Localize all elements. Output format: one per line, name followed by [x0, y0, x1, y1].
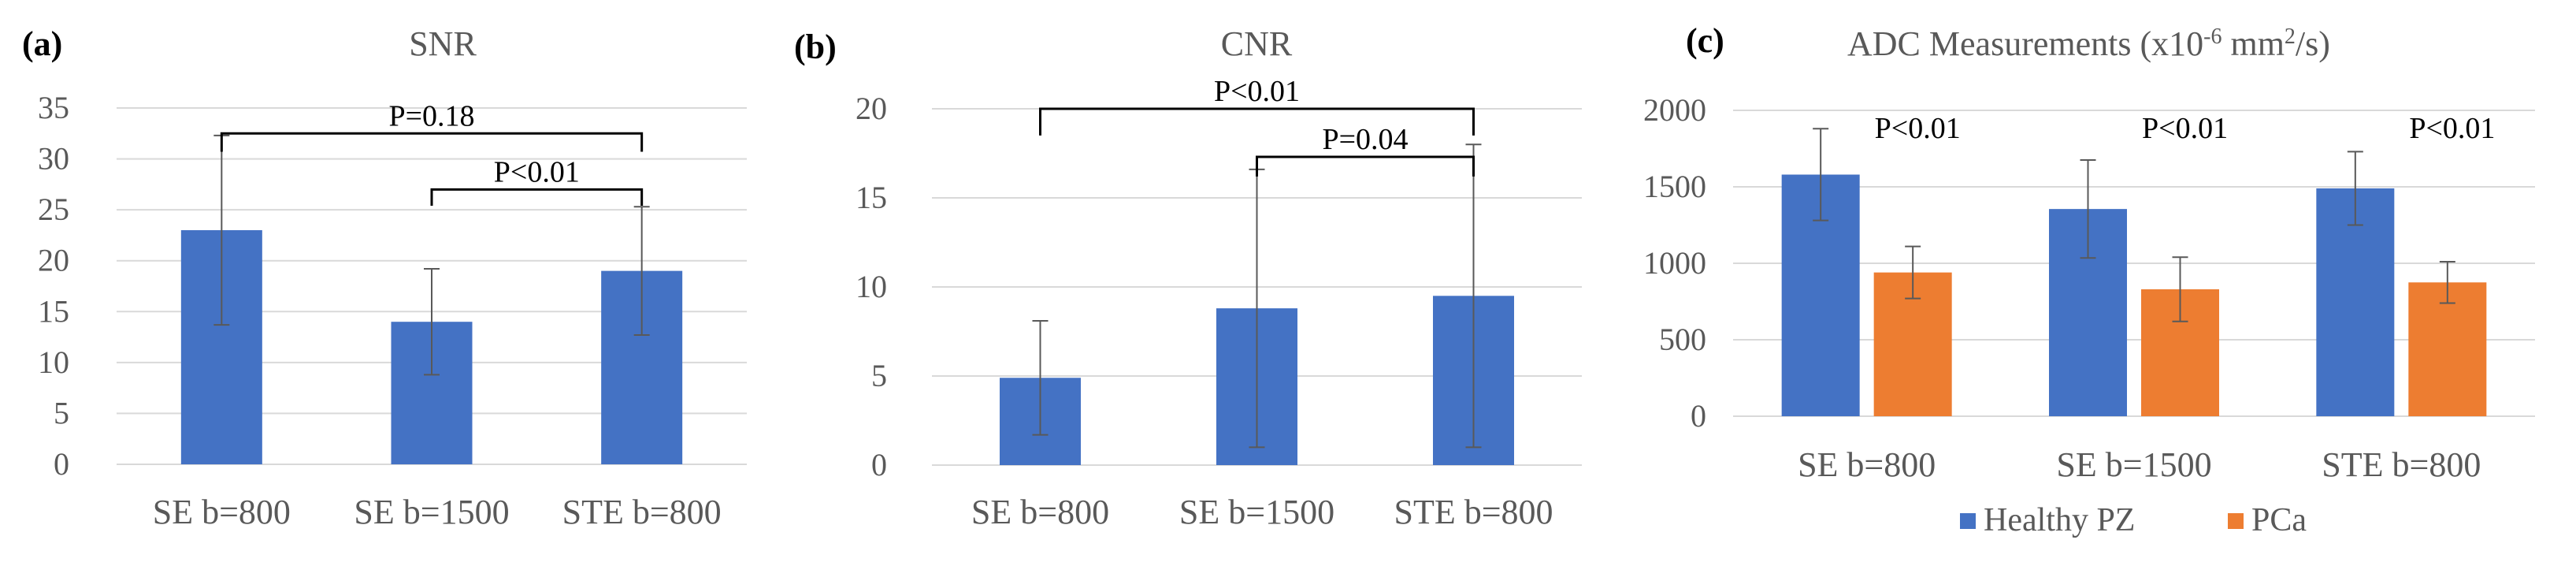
title-superscript: -6 [2203, 24, 2222, 49]
bar [2316, 188, 2395, 416]
significance-bracket [220, 132, 644, 152]
panel-label: (a) [22, 24, 62, 63]
panel-label: (b) [794, 28, 837, 66]
plot-area: 0 500 1000 1500 2000 SE b=800 SE b=1500 STE b=8… [1643, 92, 2535, 484]
p-value-label: P<0.01 [494, 155, 580, 188]
p-value-label: P<0.01 [1214, 75, 1300, 108]
panel-label: (c) [1686, 21, 1724, 60]
y-tick-label: 5 [871, 358, 887, 393]
y-tick-label: 15 [856, 180, 887, 215]
panel-snr: (a) SNR 0 5 10 15 20 25 30 35 SE b=800 SE b=1500 S… [22, 24, 747, 531]
legend-swatch [2228, 513, 2244, 529]
y-tick-label: 25 [38, 192, 69, 227]
x-tick-label: SE b=800 [971, 493, 1109, 531]
y-tick-label: 5 [54, 395, 69, 430]
chart-title: CNR [1221, 24, 1293, 63]
y-tick-label: 15 [38, 293, 69, 329]
y-tick-label: 20 [856, 91, 887, 126]
bar [2408, 282, 2487, 416]
y-tick-label: 0 [1691, 398, 1706, 434]
significance-bracket [1256, 155, 1475, 177]
title-main: ADC Measurements (x10 [1847, 24, 2203, 63]
p-value-label: P<0.01 [2409, 112, 2495, 145]
significance-bracket [1039, 107, 1475, 136]
y-tick-label: 35 [38, 90, 69, 125]
panel-cnr: (b) CNR 0 5 10 15 20 SE b=800 SE b=1500 STE b=8… [794, 24, 1582, 531]
y-tick-label: 20 [38, 243, 69, 278]
plot-area: 0 5 10 15 20 25 30 35 SE b=800 SE b=1500 STE b=800… [38, 90, 747, 531]
panel-adc: (c) ADC Measurements (x10-6 mm2/s) 0 500 1… [1643, 21, 2535, 538]
y-tick-label: 500 [1659, 322, 1706, 357]
legend-label: PCa [2251, 502, 2307, 538]
title-tail: /s) [2296, 24, 2330, 63]
p-value-label: P<0.01 [1875, 112, 1961, 145]
x-tick-label: SE b=1500 [354, 493, 509, 531]
x-tick-label: SE b=1500 [1179, 493, 1334, 531]
x-tick-label: SE b=1500 [2056, 445, 2211, 484]
significance-bracket [430, 188, 644, 206]
legend-label: Healthy PZ [1984, 502, 2135, 538]
chart-title: SNR [409, 24, 477, 63]
title-unit: mm [2222, 24, 2284, 63]
y-tick-label: 30 [38, 141, 69, 177]
legend-swatch [1960, 513, 1976, 529]
y-tick-label: 1500 [1643, 169, 1706, 204]
y-tick-label: 2000 [1643, 92, 1706, 128]
y-tick-label: 1000 [1643, 245, 1706, 281]
x-tick-label: SE b=800 [153, 493, 291, 531]
p-value-label: P<0.01 [2142, 112, 2228, 145]
chart-title: ADC Measurements (x10-6 mm2/s) [1847, 24, 2330, 64]
y-tick-label: 10 [38, 344, 69, 380]
y-tick-label: 10 [856, 269, 887, 304]
x-tick-label: STE b=800 [2322, 445, 2481, 484]
legend: Healthy PZ PCa [1960, 502, 2307, 538]
title-unit-superscript: 2 [2285, 24, 2296, 49]
plot-area: 0 5 10 15 20 SE b=800 SE b=1500 STE b=800 P<0.01… [856, 75, 1582, 531]
y-tick-label: 0 [871, 447, 887, 482]
p-value-label: P=0.04 [1322, 123, 1408, 156]
x-tick-label: STE b=800 [562, 493, 722, 531]
x-tick-label: STE b=800 [1394, 493, 1553, 531]
y-tick-label: 0 [54, 446, 69, 482]
p-value-label: P=0.18 [388, 99, 474, 132]
x-tick-label: SE b=800 [1798, 445, 1936, 484]
